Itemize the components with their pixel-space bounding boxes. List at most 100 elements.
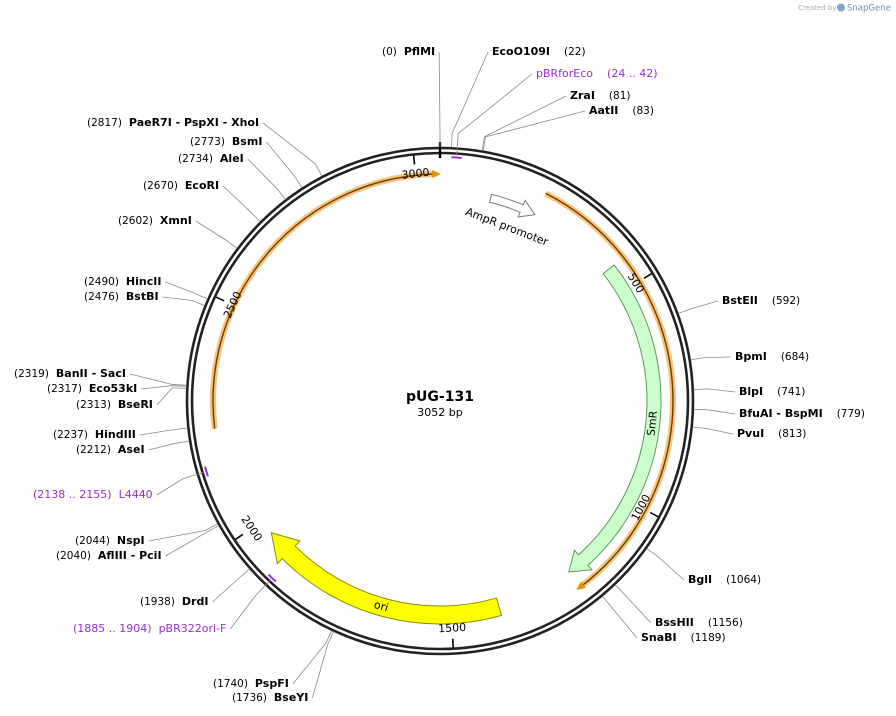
- site-position: (1736): [232, 692, 267, 704]
- leader-line: [615, 584, 652, 624]
- enzyme-name: BsmI: [232, 135, 263, 148]
- plasmid-size: 3052 bp: [417, 406, 462, 419]
- enzyme-name: AatII: [589, 104, 618, 117]
- site-position: (22): [564, 46, 586, 58]
- leader-line: [311, 631, 334, 699]
- primer-range: (24 .. 42): [607, 67, 658, 80]
- enzyme-name: AflIII - PciI: [98, 549, 162, 562]
- highlight-line: [545, 192, 674, 588]
- tick-label: 3000: [401, 166, 430, 182]
- enzyme-name: BstEII: [722, 294, 758, 307]
- site-position: (0): [382, 46, 397, 58]
- leader-line: [129, 373, 187, 386]
- enzyme-name: AleI: [220, 152, 244, 165]
- leader-line: [141, 385, 187, 390]
- leader-line: [139, 427, 188, 436]
- site-position: (83): [632, 105, 654, 117]
- leader-line: [148, 440, 190, 451]
- tick-label: 1500: [438, 621, 467, 635]
- site-position: (779): [837, 408, 865, 420]
- site-position: (2040): [56, 550, 91, 562]
- feature-label: ori: [372, 598, 389, 614]
- enzyme-name: ZraI: [570, 89, 595, 102]
- leader-line: [693, 388, 736, 393]
- site-position: (684): [781, 351, 809, 363]
- tick-mark: [215, 296, 225, 302]
- leader-line: [165, 525, 219, 557]
- site-position: (2602): [118, 215, 153, 227]
- site-position: (2237): [53, 429, 88, 441]
- site-position: (2313): [76, 399, 111, 411]
- enzyme-name: PaeR7I - PspXI - XhoI: [129, 116, 259, 129]
- enzyme-name: Eco53kI: [89, 382, 137, 395]
- site-position: (2212): [76, 444, 111, 456]
- tick-label: 2500: [221, 289, 245, 320]
- leader-line: [692, 426, 734, 435]
- enzyme-name: BanII - SacI: [56, 367, 126, 380]
- enzyme-name: XmnI: [160, 214, 192, 227]
- site-position: (2773): [190, 136, 225, 148]
- site-position: (741): [777, 386, 805, 398]
- enzyme-name: BstBI: [126, 290, 159, 303]
- leader-line: [602, 596, 638, 639]
- leader-line: [481, 95, 567, 151]
- site-position: (81): [609, 90, 631, 102]
- enzyme-name: BlpI: [739, 385, 763, 398]
- leader-line: [247, 158, 286, 200]
- site-position: (2317): [47, 383, 82, 395]
- feature-label: SmR: [645, 410, 661, 437]
- leader-line: [451, 51, 489, 148]
- leader-line: [156, 471, 205, 496]
- enzyme-name: PspFI: [255, 677, 289, 690]
- feature-arrow: [568, 264, 662, 573]
- primer-mark: [451, 156, 462, 159]
- site-position: (2476): [84, 291, 119, 303]
- primer-range: (1885 .. 1904): [73, 622, 152, 635]
- feature-label: AmpR promoter: [464, 205, 551, 249]
- highlight-line: [212, 173, 437, 429]
- site-position: (2817): [87, 117, 122, 129]
- enzyme-name: EcoO109I: [492, 45, 550, 58]
- leader-line: [230, 579, 272, 630]
- site-position: (2670): [143, 180, 178, 192]
- primer-name: pBR322ori-F: [159, 622, 227, 635]
- leader-line: [162, 296, 205, 306]
- leader-line: [292, 630, 333, 685]
- leader-line: [690, 356, 732, 361]
- brand: SnapGene: [847, 4, 891, 14]
- enzyme-name: AseI: [118, 443, 145, 456]
- feature-arrow: [270, 532, 503, 625]
- site-position: (1156): [708, 617, 743, 629]
- site-position: (813): [778, 428, 806, 440]
- site-position: (1189): [691, 632, 726, 644]
- enzyme-name: EcoRI: [185, 179, 219, 192]
- tick-mark: [649, 511, 659, 518]
- enzyme-name: BseRI: [118, 398, 153, 411]
- enzyme-name: PflMI: [404, 45, 435, 58]
- plasmid-name: pUG-131: [406, 389, 474, 405]
- leader-line: [165, 281, 208, 300]
- enzyme-name: BseYI: [274, 691, 308, 704]
- highlight-arc: [210, 171, 437, 430]
- enzyme-name: BglI: [688, 573, 712, 586]
- tick-mark: [643, 273, 653, 280]
- site-position: (2319): [14, 368, 49, 380]
- primer-name: L4440: [119, 488, 153, 501]
- leader-line: [266, 141, 303, 188]
- site-position: (1740): [213, 678, 248, 690]
- tick-label: 2000: [238, 513, 264, 543]
- leader-line: [156, 387, 187, 406]
- leader-line: [212, 568, 250, 603]
- enzyme-name: BssHII: [655, 616, 694, 629]
- primer-mark: [204, 466, 209, 477]
- enzyme-name: NspI: [117, 534, 145, 547]
- enzyme-name: HindIII: [95, 428, 136, 441]
- brand-logo: [837, 3, 845, 12]
- site-position: (1938): [140, 596, 175, 608]
- primer-name: pBRforEco: [536, 67, 593, 80]
- enzyme-name: DrdI: [182, 595, 209, 608]
- tick-mark: [412, 155, 416, 165]
- leader-line: [482, 110, 586, 151]
